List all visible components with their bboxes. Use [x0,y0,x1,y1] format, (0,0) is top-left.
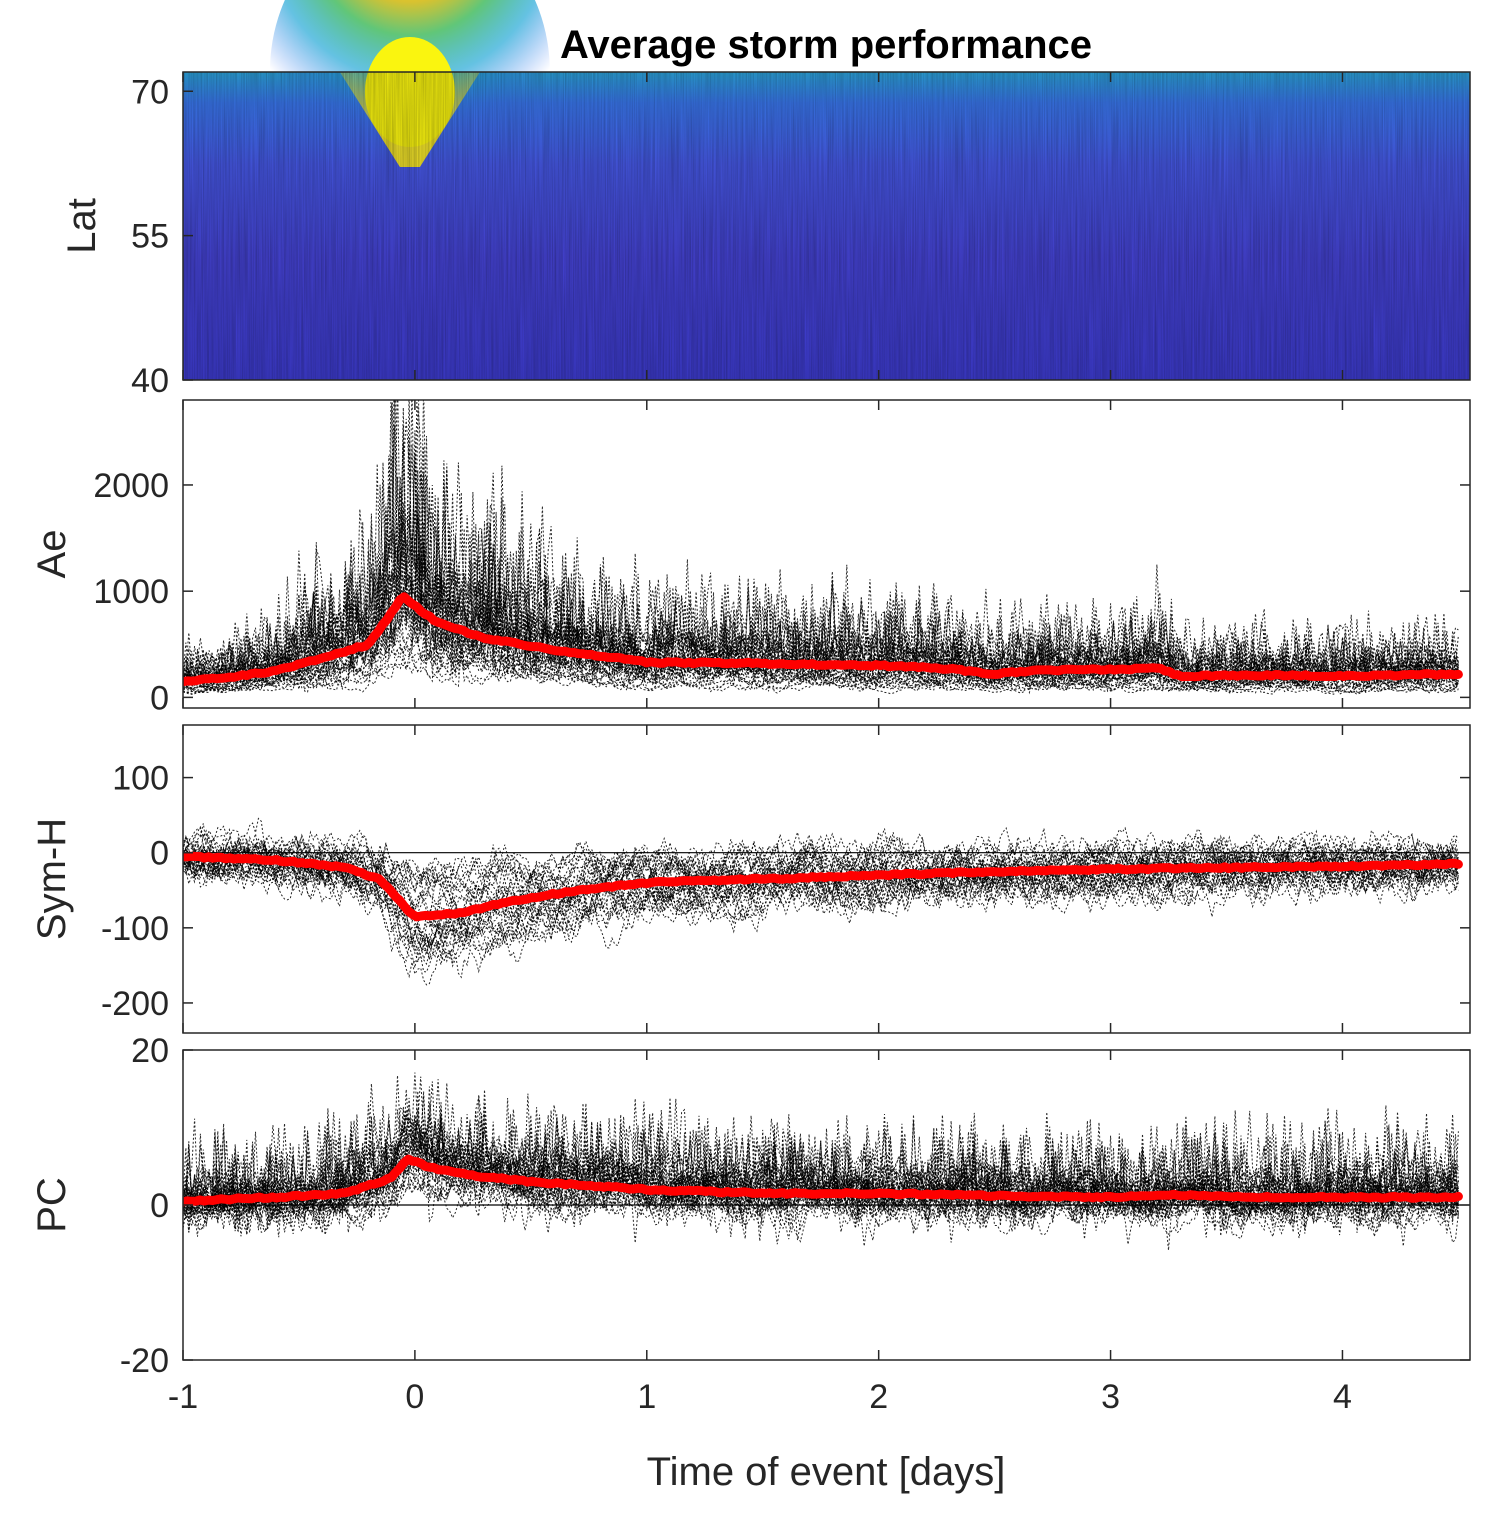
event-trace [183,829,1459,910]
event-trace [183,834,1459,941]
y-tick-label: 0 [150,679,169,717]
panel-frame [182,724,1471,1034]
mean-line [183,851,1463,922]
event-trace [183,430,1459,687]
y-axis-label: Ae [30,530,74,579]
y-tick-label: 70 [131,73,169,111]
event-trace [183,418,1459,688]
event-trace [183,1108,1459,1231]
x-tick-label: -1 [168,1378,198,1416]
y-tick-label: 1000 [93,573,169,611]
event-trace [183,1075,1459,1237]
y-tick-label: 0 [150,835,169,873]
event-trace [183,462,1459,690]
y-tick-label: 55 [131,218,169,256]
y-tick-label: -20 [120,1342,169,1380]
event-trace [183,1113,1459,1240]
event-trace [183,607,1459,694]
heatmap-frame [182,71,1471,381]
event-trace [183,1114,1459,1241]
symh-panel: -200 -100 0 100 Sym-H [30,724,1471,1034]
event-trace [183,826,1459,911]
y-axis-label: Sym-H [30,818,74,940]
event-trace [183,400,1459,692]
event-trace [183,827,1459,900]
x-tick-label: 0 [405,1378,424,1416]
mean-line [183,592,1463,687]
event-trace [183,1076,1459,1238]
event-trace [183,647,1459,695]
y-tick-label: 100 [112,760,169,798]
event-trace [183,470,1459,687]
event-trace [183,1107,1459,1225]
event-trace [183,1114,1459,1243]
x-tick-label: 4 [1333,1378,1352,1416]
event-trace [183,827,1459,950]
y-tick-label: -200 [101,985,169,1023]
event-trace [183,830,1459,910]
event-trace [183,817,1459,927]
heatmap-texture [183,72,1470,380]
y-tick-label: 40 [131,362,169,400]
event-trace [183,1108,1459,1244]
y-axis-label: PC [30,1177,74,1233]
y-axis-label: Lat [60,198,104,254]
y-tick-label: 2000 [93,467,169,505]
x-tick-label: 2 [869,1378,888,1416]
y-tick-label: 20 [131,1032,169,1070]
lat-heatmap-panel: 40 55 70 Lat [60,0,1471,400]
pc-panel: -20 0 20 -1 0 1 2 3 4 PC [30,1032,1471,1416]
y-tick-label: 0 [150,1187,169,1225]
event-trace [183,832,1459,966]
event-trace [183,1106,1459,1226]
plot-area [183,1072,1470,1251]
event-trace [183,1089,1459,1233]
panel-frame [182,399,1471,709]
chart-title: Average storm performance [560,23,1092,67]
ae-panel: 0 1000 2000 Ae [30,399,1471,717]
event-trace [183,579,1459,692]
event-trace [183,630,1459,695]
event-trace [183,840,1459,960]
x-tick-label: 1 [637,1378,656,1416]
x-tick-label: 3 [1101,1378,1120,1416]
x-axis-label: Time of event [days] [647,1450,1006,1494]
mean-line [183,1154,1463,1207]
event-trace [183,492,1459,686]
event-trace [183,1095,1459,1227]
y-tick-label: -100 [101,910,169,948]
event-trace [183,541,1459,690]
plot-area [183,400,1463,695]
plot-area [183,817,1470,986]
